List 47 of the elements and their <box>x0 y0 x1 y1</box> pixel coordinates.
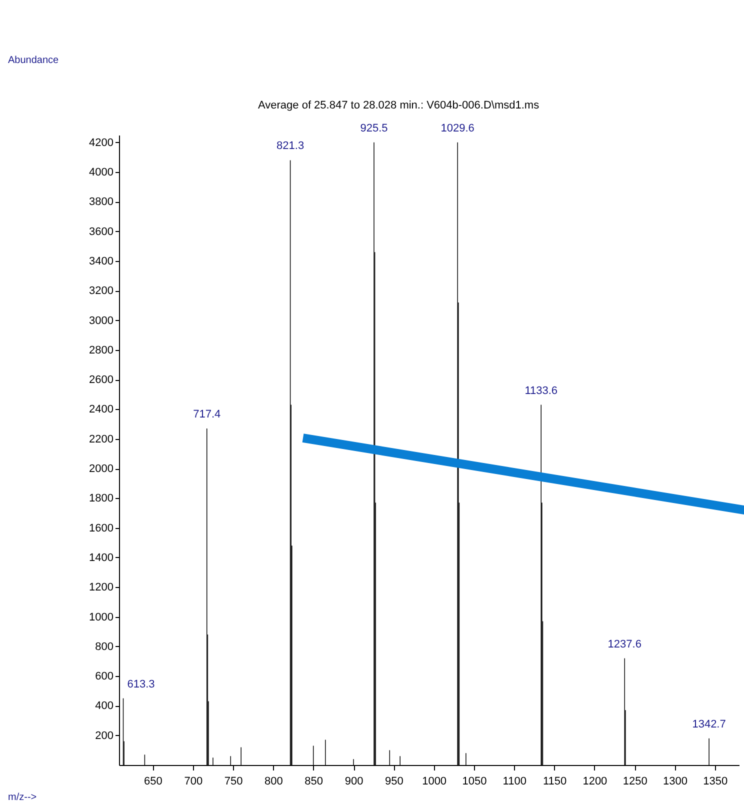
x-tick-label: 800 <box>264 776 283 788</box>
x-tick-label: 700 <box>184 776 203 788</box>
x-tick-label: 1100 <box>502 776 526 788</box>
x-tick-label: 650 <box>144 776 162 788</box>
y-tick-label: 1800 <box>89 492 114 505</box>
y-tick-label: 1200 <box>89 582 114 594</box>
y-tick-label: 600 <box>95 670 114 683</box>
y-tick-label: 1000 <box>89 611 114 624</box>
y-tick-label: 400 <box>95 700 114 712</box>
y-tick-label: 2800 <box>89 344 114 356</box>
x-tick-label: 1200 <box>582 776 608 788</box>
annotation: 717.4 <box>193 408 221 421</box>
annotation: 821.3 <box>276 140 304 152</box>
x-tick-label: 950 <box>384 776 404 788</box>
x-tick-label: 750 <box>224 776 243 788</box>
y-tick-label: 4000 <box>89 166 114 179</box>
y-tick-label: 3600 <box>89 226 114 238</box>
y-tick-label: 4200 <box>89 136 114 149</box>
annotation: 1237.6 <box>608 638 642 650</box>
annotation: 1133.6 <box>524 384 558 397</box>
x-tick-label: 1050 <box>462 776 487 788</box>
x-tick-label: 1250 <box>622 776 648 788</box>
x-tick-label: 1300 <box>663 776 688 788</box>
x-tick-label: 1000 <box>422 776 447 788</box>
y-tick-label: 3200 <box>89 285 114 298</box>
y-tick-label: 3400 <box>89 256 114 268</box>
annotation: 925.5 <box>360 122 388 134</box>
y-tick-label: 3000 <box>89 314 114 327</box>
y-tick-label: 3800 <box>89 196 114 208</box>
annotation: 613.3 <box>127 678 155 690</box>
y-tick-label: 2600 <box>89 374 114 386</box>
x-tick-label: 850 <box>304 776 324 788</box>
y-tick-label: 800 <box>95 640 114 653</box>
chart-title: Average of 25.847 to 28.028 min.: V604b-006.D\msd1.ms <box>258 99 540 112</box>
text: m/z--> <box>8 792 37 803</box>
y-tick-label: 1400 <box>89 552 114 564</box>
y-tick-label: 2000 <box>89 463 114 476</box>
y-tick-label: 2200 <box>89 433 114 446</box>
y-tick-label: 200 <box>95 730 114 742</box>
text: Abundance <box>8 55 59 66</box>
x-tick-label: 1150 <box>542 776 567 788</box>
y-tick-label: 1600 <box>89 522 114 534</box>
y-tick-label: 2400 <box>89 404 114 416</box>
x-tick-label: 1350 <box>703 776 728 788</box>
annotation: 1029.6 <box>440 122 474 134</box>
x-tick-label: 900 <box>344 776 364 788</box>
annotation: 1342.7 <box>692 718 726 730</box>
